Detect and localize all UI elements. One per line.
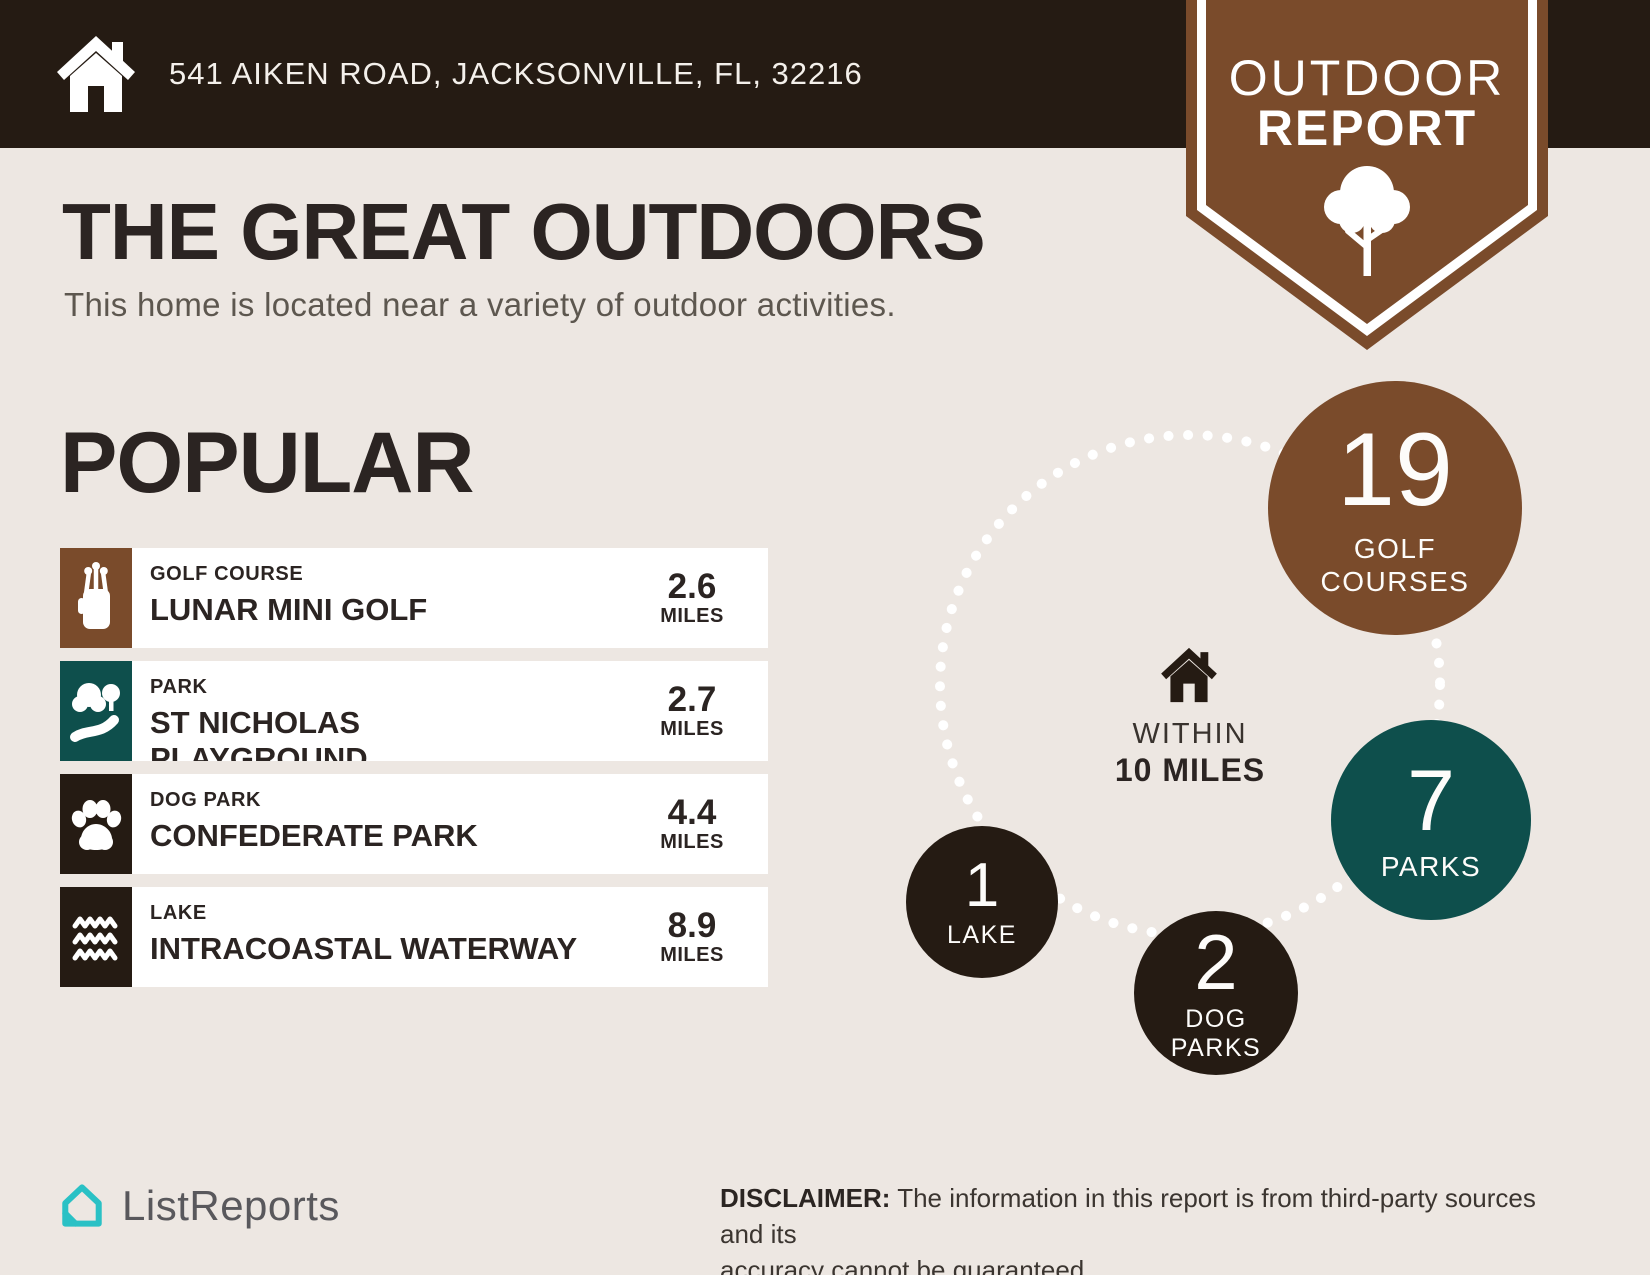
within-distance: 10 MILES bbox=[1114, 752, 1266, 788]
disclaimer-prefix: DISCLAIMER: bbox=[720, 1183, 891, 1213]
distance-value: 2.6 bbox=[667, 566, 717, 606]
stat-label: PARKS bbox=[1170, 1034, 1262, 1062]
stat-golf-courses: 19 GOLF COURSES bbox=[1268, 381, 1522, 635]
list-item-park: PARK ST NICHOLAS PLAYGROUND 2.7 MILES bbox=[60, 661, 768, 761]
item-distance: 4.4 MILES bbox=[632, 774, 752, 874]
item-distance: 2.6 MILES bbox=[632, 548, 752, 648]
distance-unit: MILES bbox=[660, 717, 724, 740]
within-label: WITHIN bbox=[1132, 718, 1248, 750]
ribbon-line1: OUTDOOR bbox=[1229, 50, 1506, 106]
stat-dog-parks: 2 DOG PARKS bbox=[1134, 911, 1298, 1075]
stat-lake: 1 LAKE bbox=[906, 826, 1058, 978]
item-distance: 2.7 MILES bbox=[632, 661, 752, 761]
distance-value: 2.7 bbox=[667, 679, 717, 719]
golf-bag-icon bbox=[60, 548, 132, 648]
listreports-house-icon bbox=[62, 1184, 102, 1227]
disclaimer-text: DISCLAIMER: The information in this repo… bbox=[720, 1180, 1550, 1275]
stat-value: 7 bbox=[1407, 752, 1455, 849]
list-item-golf-course: GOLF COURSE LUNAR MINI GOLF 2.6 MILES bbox=[60, 548, 768, 648]
stat-parks: 7 PARKS bbox=[1331, 720, 1531, 920]
item-category: DOG PARK bbox=[150, 789, 262, 811]
item-category: LAKE bbox=[150, 902, 207, 924]
brand-name: ListReports bbox=[122, 1182, 340, 1229]
stat-value: 2 bbox=[1194, 918, 1238, 1006]
disclaimer-line2: accuracy cannot be guaranteed. bbox=[720, 1255, 1092, 1275]
stat-label: GOLF bbox=[1353, 533, 1437, 564]
distance-value: 4.4 bbox=[667, 792, 717, 832]
distance-unit: MILES bbox=[660, 943, 724, 966]
stat-value: 19 bbox=[1337, 412, 1453, 528]
stat-label: DOG bbox=[1185, 1005, 1247, 1033]
page-title: THE GREAT OUTDOORS bbox=[62, 187, 986, 276]
paw-icon bbox=[60, 774, 132, 874]
ribbon-line2: REPORT bbox=[1257, 100, 1477, 156]
waves-icon bbox=[60, 887, 132, 987]
park-trees-icon bbox=[60, 661, 132, 761]
item-name: INTRACOASTAL WATERWAY bbox=[150, 931, 578, 966]
listreports-logo: ListReports bbox=[56, 1178, 340, 1234]
outdoor-report-ribbon: OUTDOOR REPORT bbox=[1186, 0, 1548, 350]
distance-unit: MILES bbox=[660, 830, 724, 853]
stat-label: LAKE bbox=[947, 920, 1017, 949]
item-name: ST NICHOLAS PLAYGROUND bbox=[150, 705, 368, 761]
item-name: CONFEDERATE PARK bbox=[150, 818, 478, 853]
stat-label: COURSES bbox=[1320, 566, 1470, 597]
distance-unit: MILES bbox=[660, 604, 724, 627]
item-name: LUNAR MINI GOLF bbox=[150, 592, 428, 627]
disclaimer-rest: The information in this report is from t… bbox=[720, 1183, 1536, 1249]
list-item-dog-park: DOG PARK CONFEDERATE PARK 4.4 MILES bbox=[60, 774, 768, 874]
home-icon bbox=[57, 36, 135, 112]
stat-value: 1 bbox=[964, 850, 1000, 920]
distance-value: 8.9 bbox=[667, 905, 717, 945]
popular-heading: POPULAR bbox=[60, 415, 474, 511]
home-center-icon bbox=[1161, 647, 1217, 703]
list-item-lake: LAKE INTRACOASTAL WATERWAY 8.9 MILES bbox=[60, 887, 768, 987]
page-subtitle: This home is located near a variety of o… bbox=[64, 286, 896, 323]
tree-icon bbox=[1324, 166, 1410, 276]
item-distance: 8.9 MILES bbox=[632, 887, 752, 987]
property-address: 541 AIKEN ROAD, JACKSONVILLE, FL, 32216 bbox=[169, 56, 863, 91]
item-category: PARK bbox=[150, 676, 208, 698]
disclaimer-line1: DISCLAIMER: The information in this repo… bbox=[720, 1180, 1550, 1252]
stat-label: PARKS bbox=[1380, 850, 1482, 882]
item-category: GOLF COURSE bbox=[150, 563, 304, 585]
